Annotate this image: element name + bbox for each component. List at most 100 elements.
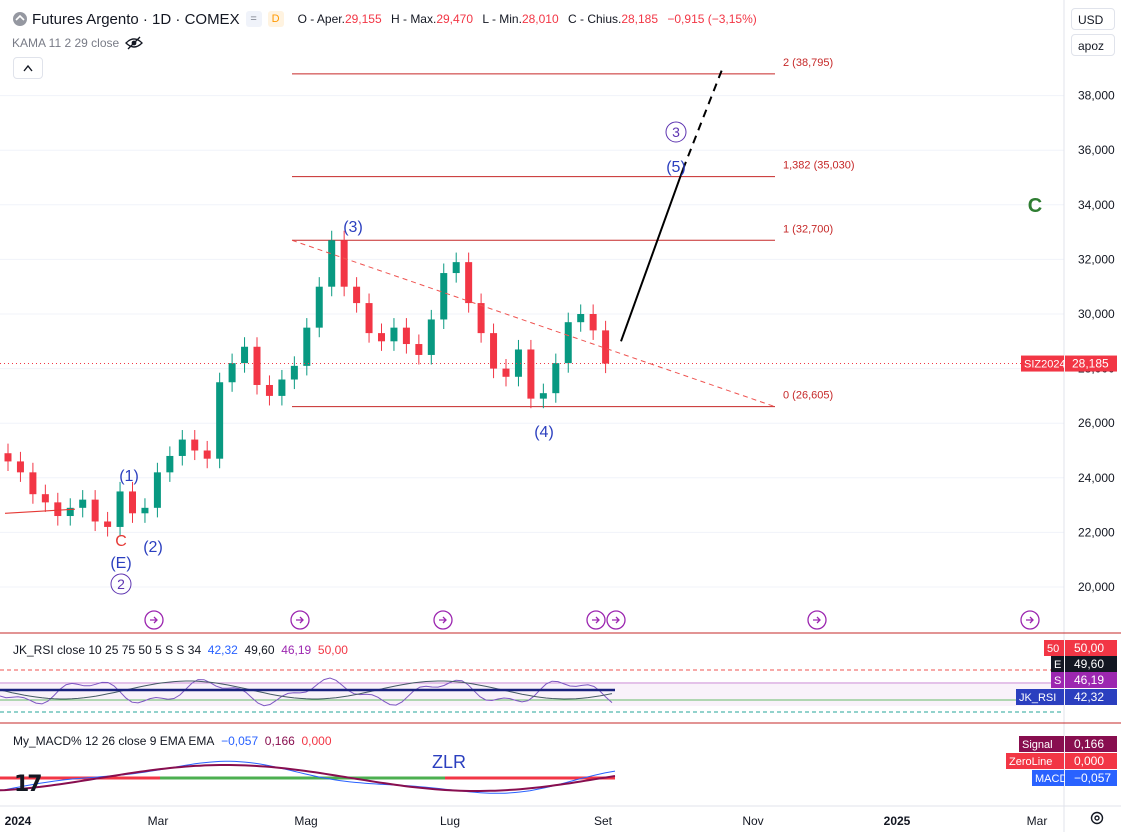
rsi-legend[interactable]: JK_RSI close 10 25 75 50 5 S S 34 42,32 …: [13, 643, 348, 657]
x-tick-label: Mar: [148, 814, 169, 828]
rsi-badge-value: [1065, 689, 1117, 705]
rsi-pane: 50 50,00 E 49,60 S 46,19 JK_RSI 42,32: [0, 640, 1117, 713]
candle-body: [402, 327, 410, 345]
symbol-title[interactable]: Futures Argento · 1D · COMEX: [32, 10, 240, 28]
candle-body: [203, 450, 211, 459]
x-tick-label: 2024: [5, 814, 32, 828]
candle-body: [66, 507, 74, 517]
rsi-band: [0, 682, 1064, 706]
wave-label: C: [115, 533, 127, 550]
wave-label: (1): [119, 468, 139, 485]
event-flag-arrow: [439, 616, 447, 624]
rsi-badge-value-text: 46,19: [1074, 673, 1104, 687]
time-axis: 2024 Mar Mag Lug Set Nov 2025 Mar: [0, 805, 1121, 828]
wave-label: (5): [666, 159, 686, 176]
candle-body: [315, 286, 323, 328]
collapse-legend-button[interactable]: [13, 57, 43, 79]
candle-body: [241, 346, 249, 364]
rsi-badge-key: [1051, 672, 1064, 688]
event-flag-arrow: [592, 616, 600, 624]
fib-level-label: 1,382 (35,030): [783, 160, 855, 172]
delayed-chip[interactable]: =: [245, 11, 262, 27]
candle-body: [265, 384, 273, 396]
fib-level-label: 1 (32,700): [783, 223, 833, 235]
wave-label: (2): [143, 539, 163, 556]
ohlc-readout: O - Aper.29,155 H - Max.29,470 L - Min.2…: [297, 12, 757, 26]
candle-body: [153, 472, 161, 508]
macd-badge-value: [1065, 770, 1117, 786]
candle-body: [427, 319, 435, 355]
wave-label: (3): [343, 219, 363, 236]
indicator-legend[interactable]: KAMA 11 2 29 close: [12, 36, 144, 50]
candle-body: [228, 363, 236, 383]
change-value: −0,915 (−3,15%): [667, 12, 757, 26]
rsi-signal-line: [0, 680, 613, 700]
rsi-badge-value-text: 49,60: [1074, 657, 1104, 671]
candle-body: [502, 368, 510, 377]
candle-body: [552, 363, 560, 394]
candle-body: [253, 346, 261, 385]
event-flag-icon: [807, 610, 827, 630]
wave-annotations: (1) (2) (3) (4) (5) (E) C C 2 3: [4, 69, 1042, 630]
y-tick-label: 20,000: [1078, 580, 1115, 594]
candle-body: [178, 439, 186, 456]
data-source-chip[interactable]: D: [267, 11, 284, 27]
symbol-badge-text: SIZ2024: [1024, 359, 1066, 371]
gear-icon[interactable]: [1089, 810, 1105, 826]
currency-button[interactable]: USD: [1071, 8, 1115, 30]
candle-body: [290, 365, 298, 380]
rsi-badge-value: [1065, 656, 1117, 672]
macd-badge-key: [1019, 736, 1064, 752]
candle-body: [490, 333, 498, 369]
candle-body: [452, 262, 460, 274]
wave-circle: [110, 573, 132, 595]
rsi-badge-key-text: JK_RSI: [1019, 692, 1056, 704]
rsi-badge-value-text: 50,00: [1074, 641, 1104, 655]
symbol-logo-icon: [13, 12, 27, 26]
macd-badge-value-text: 0,166: [1074, 737, 1104, 751]
eye-off-icon[interactable]: [125, 36, 144, 50]
event-flag-arrow: [150, 616, 158, 624]
candle-body: [216, 382, 224, 459]
candle-body: [116, 491, 124, 527]
event-flag-icon: [433, 610, 453, 630]
rsi-badge-key-text: E: [1054, 659, 1061, 671]
macd-legend[interactable]: My_MACD% 12 26 close 9 EMA EMA −0,057 0,…: [13, 734, 332, 748]
x-tick-label: 2025: [884, 814, 911, 828]
candle-body: [477, 303, 485, 334]
candle-body: [465, 262, 473, 304]
rsi-badge-key-text: S: [1054, 675, 1061, 687]
macd-badge-key: [1006, 753, 1064, 769]
candle-body: [390, 327, 398, 342]
y-tick-label: 32,000: [1078, 252, 1115, 266]
rsi-badge-key-text: 50: [1047, 643, 1059, 655]
event-flag-arrow: [1026, 616, 1034, 624]
last-price-text: 28,185: [1072, 357, 1109, 371]
chevron-up-icon: [23, 64, 33, 72]
fib-extension: 2 (38,795) 1,382 (35,030) 1 (32,700) 0 (26,…: [292, 57, 855, 408]
candle-body: [577, 314, 585, 323]
wave-circle: [665, 121, 687, 143]
x-tick-label: Mar: [1027, 814, 1048, 828]
scale-mode-button[interactable]: apoz: [1071, 34, 1115, 56]
zlr-annotation: ZLR: [432, 752, 466, 772]
event-flag-icon: [144, 610, 164, 630]
last-price-badge: [1065, 355, 1117, 372]
y-tick-label: 30,000: [1078, 307, 1115, 321]
kama-label: KAMA 11 2 29 close: [12, 36, 120, 50]
candle-body: [166, 455, 174, 473]
candle-body: [141, 507, 149, 514]
candle-body: [378, 333, 385, 342]
wave-label-circled: 2: [117, 576, 125, 592]
candle-body: [365, 303, 373, 334]
event-flag-icon: [1020, 610, 1040, 630]
trendline-left: [4, 508, 76, 514]
candle-body: [340, 240, 348, 287]
y-tick-label: 22,000: [1078, 525, 1115, 539]
candle-body: [41, 494, 49, 503]
candle-body: [16, 461, 24, 473]
tradingview-logo[interactable]: 17: [14, 772, 43, 797]
candle-body: [91, 499, 99, 522]
